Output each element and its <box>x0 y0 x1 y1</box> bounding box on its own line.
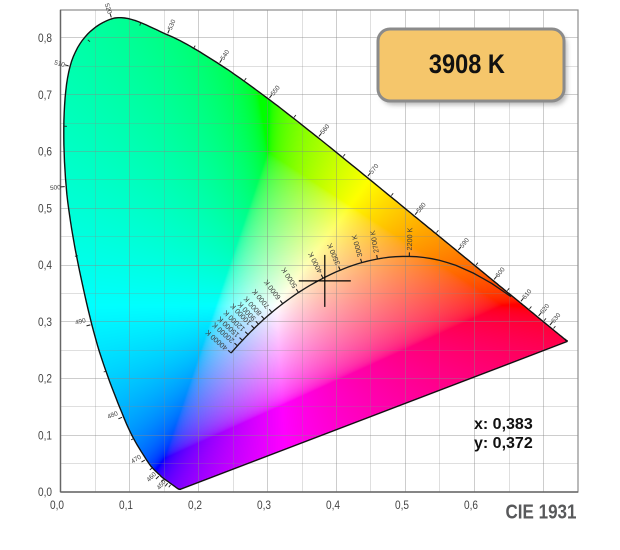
svg-text:540: 540 <box>220 48 232 61</box>
svg-text:480: 480 <box>106 410 119 421</box>
svg-text:610: 610 <box>521 288 533 301</box>
svg-text:2700 K: 2700 K <box>368 230 381 254</box>
svg-text:600: 600 <box>494 266 506 279</box>
svg-text:530: 530 <box>167 18 178 31</box>
svg-text:470: 470 <box>130 454 143 466</box>
svg-text:CIE 1931: CIE 1931 <box>506 502 577 524</box>
svg-text:0,7: 0,7 <box>38 88 52 102</box>
svg-text:0,1: 0,1 <box>38 428 52 442</box>
svg-text:580: 580 <box>415 201 427 214</box>
svg-text:0,2: 0,2 <box>38 372 52 386</box>
svg-text:0,2: 0,2 <box>188 498 202 512</box>
svg-text:0,1: 0,1 <box>119 498 133 512</box>
svg-text:0,4: 0,4 <box>326 498 340 512</box>
svg-text:0,5: 0,5 <box>395 498 409 512</box>
svg-text:0,6: 0,6 <box>38 145 52 159</box>
svg-text:490: 490 <box>74 317 86 326</box>
svg-text:500: 500 <box>50 184 62 192</box>
svg-text:550: 550 <box>270 84 282 97</box>
svg-text:0,0: 0,0 <box>50 498 64 512</box>
svg-text:630: 630 <box>550 312 562 325</box>
svg-text:y: 0,372: y: 0,372 <box>474 435 533 452</box>
svg-text:x: 0,383: x: 0,383 <box>474 416 533 433</box>
svg-text:590: 590 <box>459 237 471 250</box>
svg-text:0,3: 0,3 <box>257 498 271 512</box>
svg-text:0,4: 0,4 <box>38 258 52 272</box>
svg-text:0,3: 0,3 <box>38 315 52 329</box>
svg-text:560: 560 <box>319 123 331 136</box>
svg-text:0,8: 0,8 <box>38 31 52 45</box>
svg-text:520: 520 <box>103 3 113 16</box>
svg-text:2200 K: 2200 K <box>405 227 414 250</box>
svg-text:3908 K: 3908 K <box>429 49 505 79</box>
svg-text:620: 620 <box>539 302 551 315</box>
svg-text:0,5: 0,5 <box>38 201 52 215</box>
svg-text:0,0: 0,0 <box>38 485 52 499</box>
svg-text:0,6: 0,6 <box>464 498 478 512</box>
svg-text:510: 510 <box>53 59 66 69</box>
